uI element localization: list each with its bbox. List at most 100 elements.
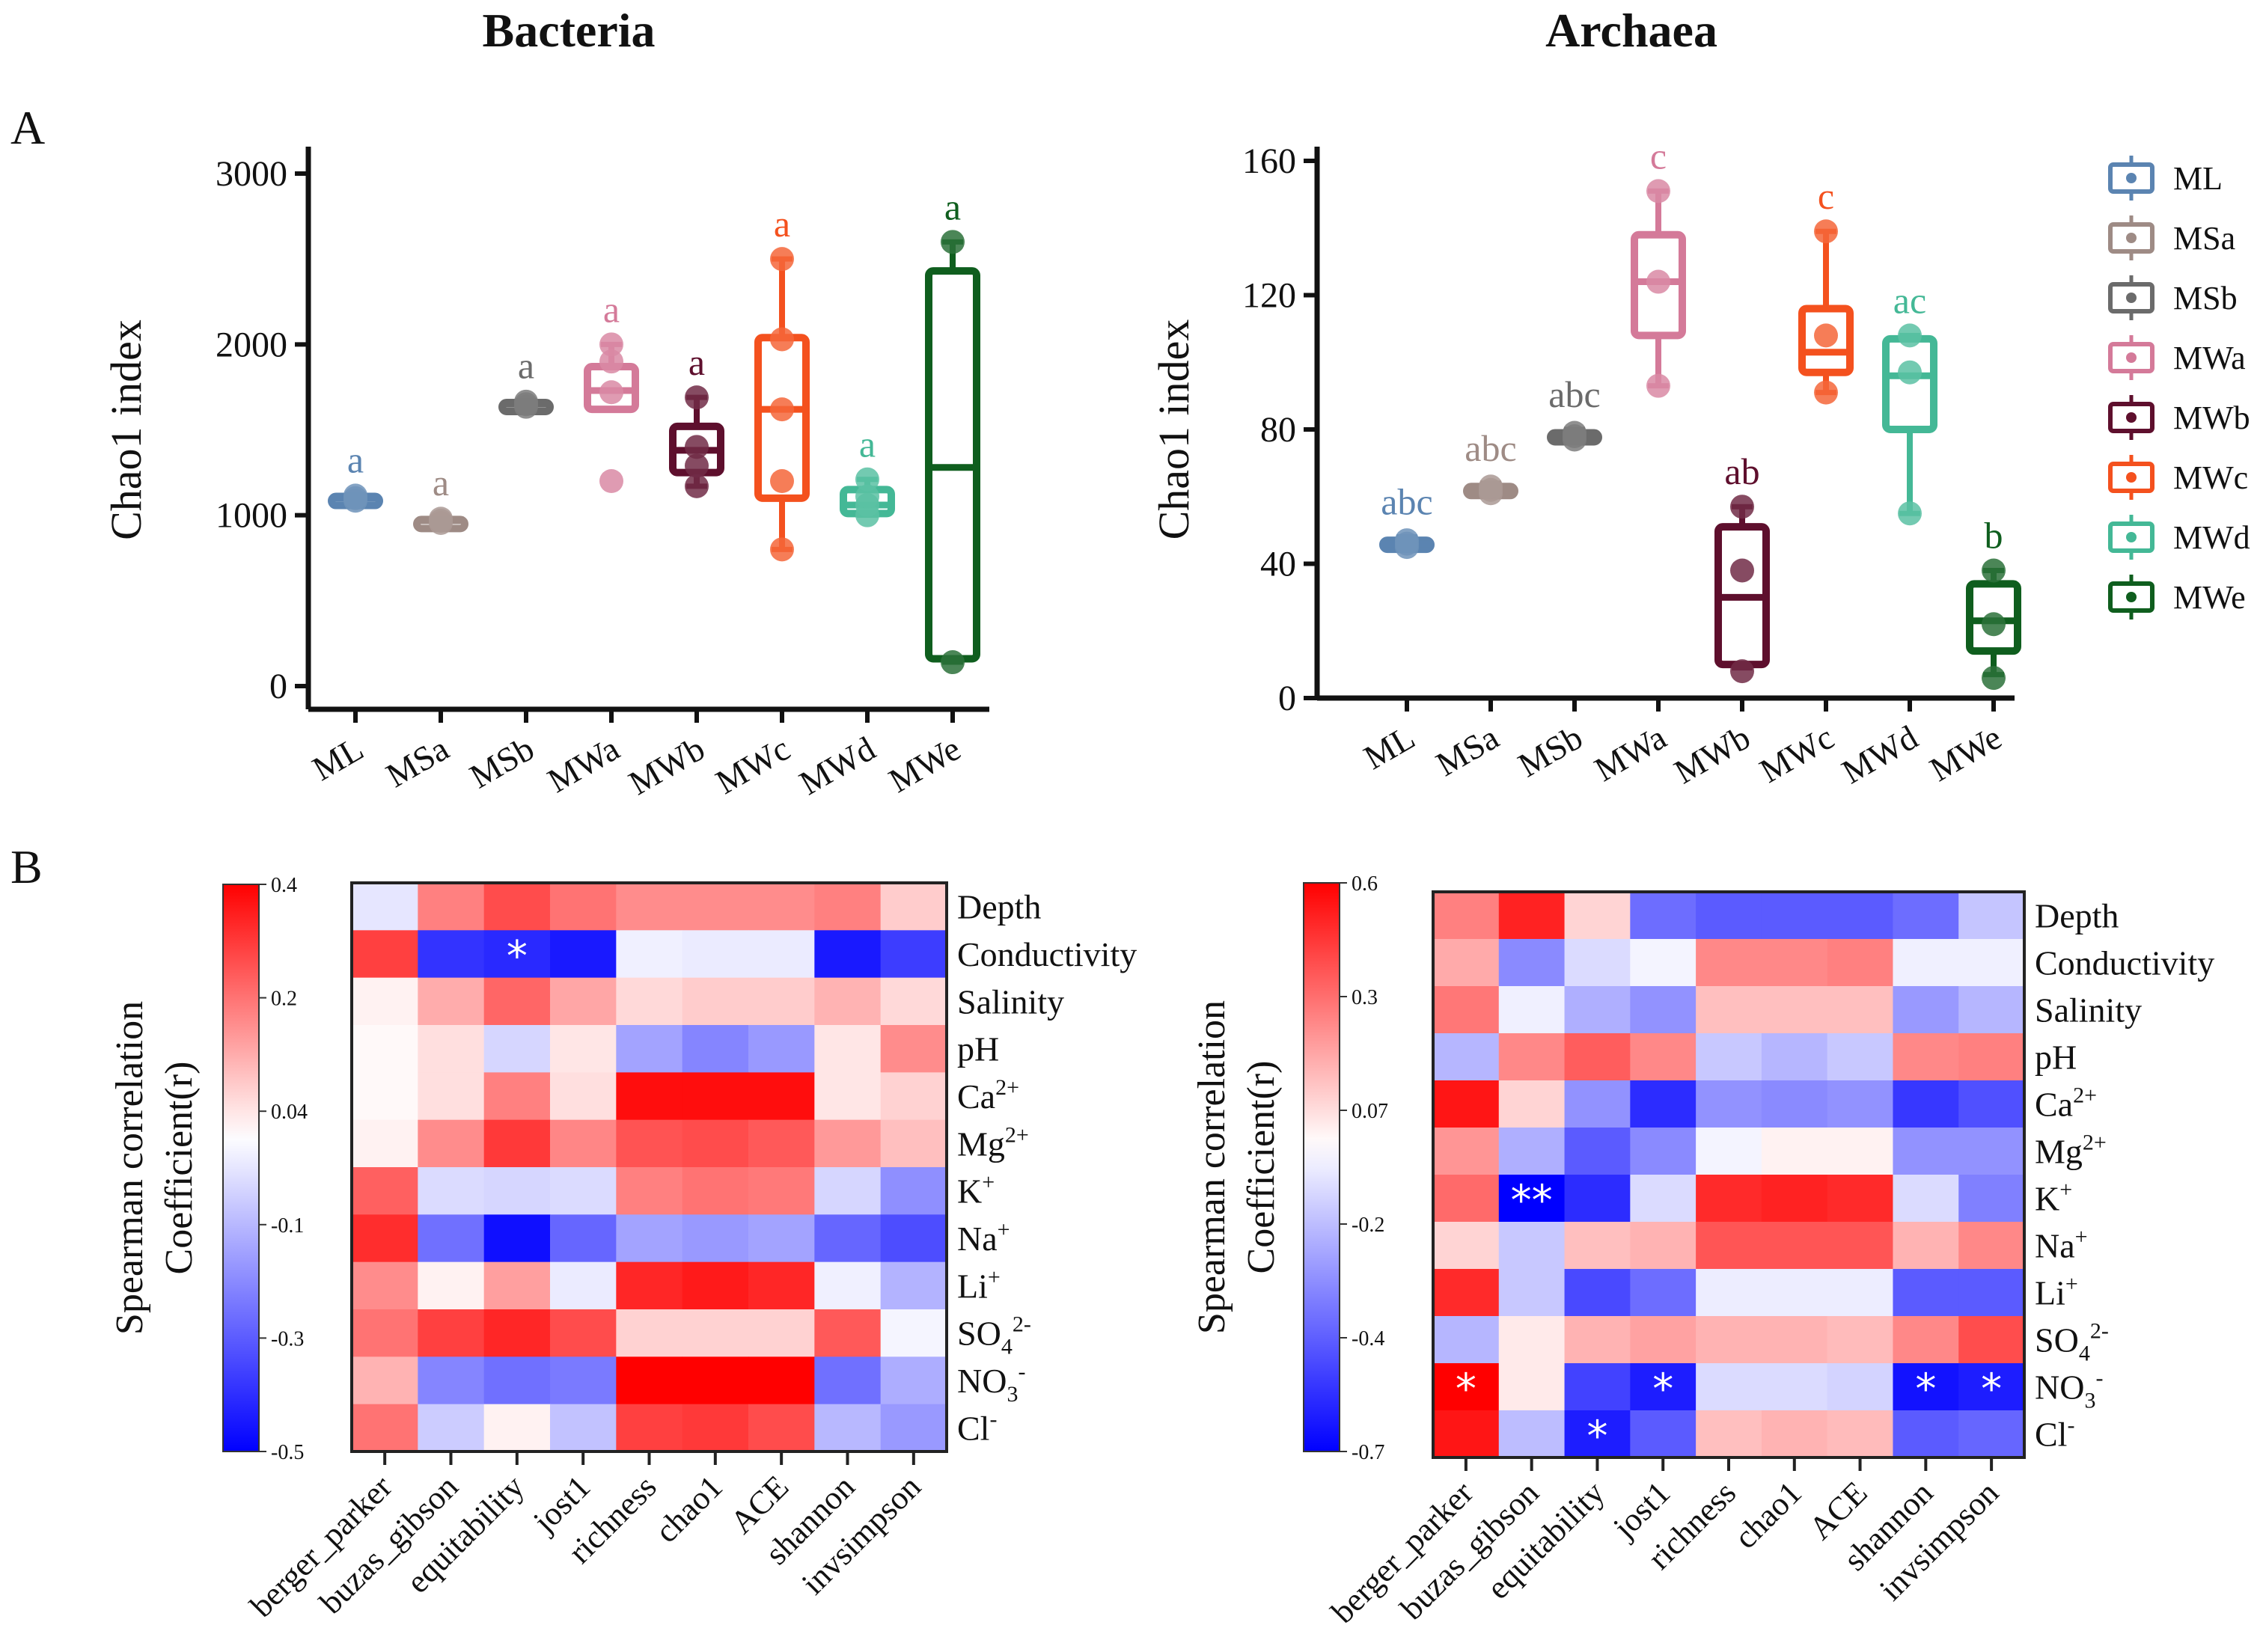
heatmap-cell bbox=[1893, 1175, 1959, 1223]
significance-star: * bbox=[1586, 1413, 1607, 1461]
colorbar-tick-label: -0.3 bbox=[271, 1327, 304, 1350]
heatmap-cell bbox=[1827, 1410, 1893, 1458]
legend-label: MWe bbox=[2173, 579, 2246, 616]
heatmap-cell bbox=[748, 1356, 815, 1405]
legend-label: MWc bbox=[2173, 459, 2248, 496]
y-tick-label: 160 bbox=[1242, 141, 1296, 181]
heatmap-cell bbox=[1696, 1269, 1762, 1317]
x-tick-label: MWe bbox=[1923, 718, 2008, 789]
heatmap-cell bbox=[616, 1167, 683, 1215]
heatmap-cell bbox=[814, 1356, 882, 1405]
heatmap-cell bbox=[1958, 1222, 2025, 1270]
heatmap-cell bbox=[1696, 1033, 1762, 1081]
heatmap-cell bbox=[1761, 1128, 1828, 1175]
heatmap-cell bbox=[1696, 939, 1762, 987]
legend-label: MWa bbox=[2173, 340, 2246, 376]
colorbar-tick-label: 0.04 bbox=[271, 1101, 308, 1124]
heatmap-cell bbox=[1433, 1175, 1500, 1223]
legend-point bbox=[2126, 472, 2137, 483]
heatmap-cell bbox=[418, 1404, 485, 1452]
heatmap-cell bbox=[880, 1261, 947, 1310]
heatmap-cell bbox=[748, 1404, 815, 1452]
data-point bbox=[1982, 558, 2006, 583]
heatmap-cell bbox=[880, 1214, 947, 1263]
heatmap-cell bbox=[418, 1119, 485, 1168]
heatmap-cell bbox=[1498, 1033, 1566, 1081]
heatmap-cell bbox=[616, 930, 683, 979]
row-label: Li+ bbox=[2035, 1272, 2078, 1312]
heatmap-cell bbox=[1827, 1175, 1893, 1223]
data-point bbox=[1395, 528, 1419, 553]
heatmap-cell bbox=[1761, 1269, 1828, 1317]
heatmap-cell bbox=[550, 1167, 617, 1215]
y-tick-label: 0 bbox=[269, 667, 287, 706]
significance-star: * bbox=[1652, 1365, 1673, 1414]
heatmap-cell bbox=[1827, 892, 1893, 940]
data-point bbox=[685, 435, 709, 459]
heatmap-cell bbox=[418, 1309, 485, 1357]
heatmap-cell bbox=[748, 1025, 815, 1073]
colorbar bbox=[1303, 882, 1340, 1452]
heatmap-cell bbox=[682, 1356, 749, 1405]
row-label: K+ bbox=[2035, 1178, 2072, 1218]
heatmap-cell bbox=[352, 930, 418, 979]
row-label: Na+ bbox=[957, 1217, 1010, 1258]
heatmap-cell bbox=[483, 1072, 551, 1121]
data-point bbox=[1730, 659, 1754, 684]
heatmap-cell bbox=[352, 1072, 418, 1121]
colorbar-tick-label: 0.6 bbox=[1352, 872, 1378, 896]
heatmap-cell bbox=[418, 1072, 485, 1121]
heatmap-cell bbox=[1761, 939, 1828, 987]
data-point bbox=[941, 230, 965, 254]
heatmap-cell bbox=[748, 1167, 815, 1215]
data-point bbox=[685, 453, 709, 478]
heatmap-cell bbox=[880, 1072, 947, 1121]
heatmap-cell bbox=[483, 883, 551, 931]
heatmap-cell bbox=[880, 977, 947, 1026]
heatmap-cell bbox=[352, 1309, 418, 1357]
heatmap-cell bbox=[1696, 1080, 1762, 1128]
heatmap-cell bbox=[814, 1309, 882, 1357]
heatmap-cell bbox=[1958, 1269, 2025, 1317]
heatmap-cell bbox=[1958, 1033, 2025, 1081]
heatmap-cell bbox=[814, 1261, 882, 1310]
y-tick-label: 80 bbox=[1260, 410, 1296, 450]
data-point bbox=[770, 327, 794, 352]
legend-point bbox=[2126, 532, 2137, 542]
significance-letter: a bbox=[518, 345, 534, 387]
heatmap-cell bbox=[1761, 1033, 1828, 1081]
heatmap-cell bbox=[352, 1167, 418, 1215]
heatmap-cell bbox=[1433, 1080, 1500, 1128]
significance-letter: abc bbox=[1465, 427, 1516, 469]
heatmap-cell bbox=[1630, 986, 1697, 1034]
y-axis-title: Chao1 index bbox=[102, 319, 150, 540]
heatmap-cell bbox=[352, 1404, 418, 1452]
colorbar bbox=[222, 884, 260, 1452]
heatmap-cell bbox=[1564, 1222, 1631, 1270]
heatmap-cell bbox=[1433, 1269, 1500, 1317]
y-tick-label: 1000 bbox=[216, 496, 287, 536]
heatmap-cell bbox=[814, 1214, 882, 1263]
archaea-heatmap: *** * * **DepthConductivitySalinitypHCa2+Mg… bbox=[1191, 872, 2214, 1630]
heatmap-cell bbox=[352, 1214, 418, 1263]
heatmap-cell bbox=[748, 977, 815, 1026]
colorbar-tick-label: -0.5 bbox=[271, 1441, 304, 1464]
panel-letter-b: B bbox=[10, 840, 43, 893]
heatmap-cell bbox=[352, 1356, 418, 1405]
legend-label: ML bbox=[2173, 160, 2223, 197]
heatmap-cell bbox=[616, 1404, 683, 1452]
heatmap-cell bbox=[550, 1214, 617, 1263]
x-tick-label: ML bbox=[1358, 718, 1421, 777]
heatmap-cell bbox=[1433, 1222, 1500, 1270]
colorbar-tick-label: -0.7 bbox=[1352, 1441, 1384, 1464]
legend-label: MWd bbox=[2173, 519, 2250, 556]
heatmap-cell bbox=[616, 1025, 683, 1073]
legend-point bbox=[2126, 233, 2137, 243]
bacteria-heatmap: * Depth Conductivity Salinity pH Ca2+ Mg2+ K+ Na… bbox=[109, 874, 1137, 1624]
heatmap-cell bbox=[880, 1167, 947, 1215]
x-tick-label: MWe bbox=[882, 729, 967, 800]
row-label: Depth bbox=[2035, 897, 2119, 935]
heatmap-cell bbox=[1498, 1363, 1566, 1411]
significance-star: * bbox=[1456, 1365, 1476, 1414]
heatmap-cell bbox=[483, 1214, 551, 1263]
